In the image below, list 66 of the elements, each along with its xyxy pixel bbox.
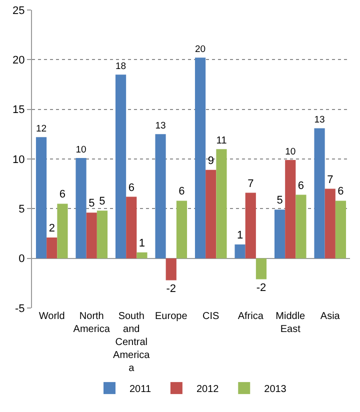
y-tick-label: 10: [12, 154, 25, 166]
bar: [274, 210, 286, 258]
data-label: 6: [338, 186, 344, 198]
y-tick-label: 20: [12, 54, 25, 67]
bar: [335, 200, 346, 258]
data-label: 13: [155, 120, 166, 132]
bar: [115, 74, 126, 258]
bar: [57, 204, 68, 258]
data-label: 7: [248, 178, 254, 190]
data-label: 7: [327, 174, 334, 186]
data-label: 13: [314, 114, 325, 126]
legend-label: 2012: [196, 384, 220, 395]
x-tick-label: CIS: [202, 311, 220, 322]
bar: [245, 192, 256, 258]
legend-label: 2011: [130, 384, 152, 395]
data-label: 5: [88, 198, 95, 210]
data-label: 10: [76, 144, 86, 156]
data-label: 10: [285, 146, 296, 158]
bar: [126, 196, 137, 258]
data-label: 20: [194, 44, 206, 56]
x-tick-label: Middle East: [276, 311, 306, 335]
data-label: 9: [208, 154, 214, 167]
data-label: 2: [48, 222, 55, 234]
bar: [314, 128, 325, 258]
legend-label: 2013: [264, 384, 287, 395]
bar: [36, 137, 47, 258]
y-tick-label: 5: [18, 204, 25, 216]
data-label: 6: [128, 182, 134, 194]
bar: [296, 194, 306, 258]
x-tick-label: Europe: [155, 311, 188, 322]
data-label: 5: [276, 194, 283, 207]
x-tick-label: Africa: [238, 311, 264, 322]
bar: [206, 170, 216, 258]
data-label: 11: [216, 135, 228, 146]
data-label: 1: [138, 237, 146, 250]
bar: [176, 200, 188, 258]
bar: [155, 134, 166, 258]
data-label: 6: [178, 186, 185, 198]
data-label: 5: [99, 196, 106, 208]
bar: [256, 258, 267, 280]
bar: [136, 252, 148, 258]
x-tick-label: World: [38, 311, 65, 322]
data-label: 6: [59, 188, 66, 201]
x-tick-label: Asia: [320, 311, 340, 322]
bar: [86, 212, 97, 258]
data-label: 18: [115, 60, 126, 72]
bar: [234, 244, 246, 258]
y-tick-label: 25: [12, 4, 25, 17]
y-tick-label: 15: [12, 104, 25, 116]
bar: [324, 188, 336, 258]
bar: [194, 58, 206, 258]
x-tick-label: South and Central America a: [113, 311, 150, 374]
bar: [216, 149, 227, 258]
bar: [285, 160, 296, 258]
bar: [46, 237, 58, 258]
bar: [96, 210, 108, 258]
data-label: 12: [36, 124, 47, 135]
data-label: 6: [298, 180, 304, 192]
data-label: -2: [166, 283, 176, 296]
bar: [166, 258, 176, 280]
data-label: -2: [256, 282, 266, 294]
x-tick-label: North America: [73, 311, 110, 335]
y-tick-label: 0: [18, 253, 25, 266]
data-label: 1: [236, 229, 244, 242]
y-tick-label: -5: [15, 302, 25, 315]
bar: [76, 158, 86, 258]
